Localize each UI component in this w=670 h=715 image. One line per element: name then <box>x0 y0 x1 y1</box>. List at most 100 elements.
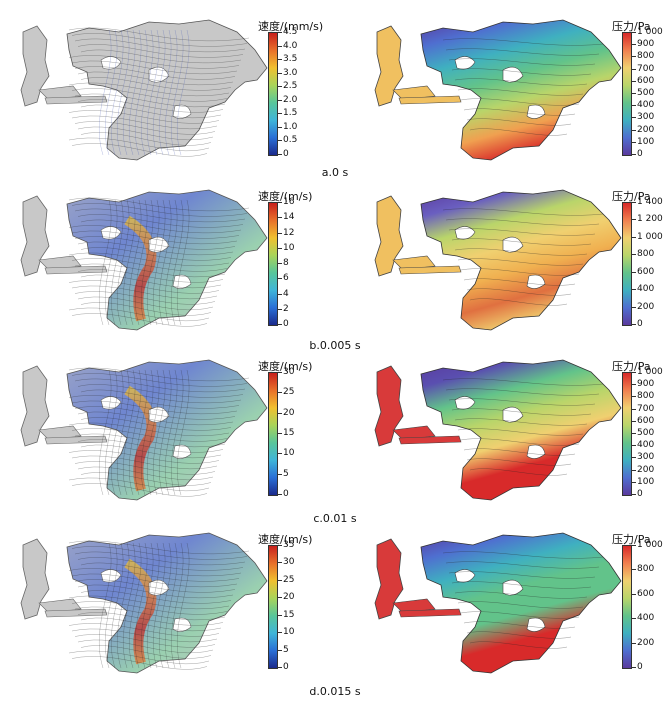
streamline <box>74 579 236 593</box>
streamline <box>74 634 216 648</box>
streamline <box>68 110 220 124</box>
streamline <box>80 104 222 119</box>
streamline <box>129 199 142 326</box>
streamline <box>147 29 160 156</box>
contour-line <box>442 208 604 216</box>
streamline <box>68 252 230 266</box>
streamline <box>74 606 226 621</box>
streamline <box>147 369 160 496</box>
contour-line <box>448 228 596 236</box>
pressure-tick-label: 1 200 <box>632 214 663 225</box>
streamline <box>171 29 184 156</box>
rock-main-body <box>420 19 622 161</box>
streamline <box>68 55 240 69</box>
velocity-tick-label: 12 <box>277 227 295 238</box>
rock-link <box>38 425 82 441</box>
contour-line <box>466 118 572 126</box>
velocity-tick-label: 0 <box>278 662 289 672</box>
rock-hole <box>526 444 546 459</box>
velocity-tick-label: 4 <box>278 288 289 299</box>
streamline <box>80 132 212 146</box>
streamline <box>135 29 148 156</box>
streamline <box>71 203 248 217</box>
pressure-colorbar <box>622 32 632 156</box>
contour-line <box>451 408 592 416</box>
pressure-tick-label: 300 <box>631 112 655 123</box>
streamline <box>80 49 242 63</box>
streamline <box>117 542 130 669</box>
rock-hole <box>148 579 170 596</box>
streamline <box>74 406 236 420</box>
velocity-field-plot <box>20 532 268 674</box>
velocity-colorbar-title: 速度/(mm/s) <box>258 20 324 33</box>
contour-line <box>445 48 600 56</box>
contour-line <box>454 591 588 599</box>
pressure-tick-label: 400 <box>631 100 655 111</box>
pressure-panel <box>362 523 624 683</box>
streamline <box>153 369 166 496</box>
velocity-tick-label: 20 <box>277 407 295 418</box>
rock-link <box>44 95 108 105</box>
streamline <box>71 115 218 130</box>
velocity-colorbar-title: 速度/(m/s) <box>258 190 313 203</box>
velocity-tick-label: 10 <box>277 627 295 638</box>
streamline <box>77 269 224 283</box>
streamline <box>159 369 172 496</box>
streamline <box>177 199 190 326</box>
velocity-panel <box>8 10 270 170</box>
streamline <box>74 461 216 475</box>
velocity-tick-label: 15 <box>277 609 295 620</box>
panel-caption: b.0.005 s <box>309 339 361 352</box>
streamline <box>68 307 210 322</box>
rock-main-body <box>66 189 268 331</box>
velocity-field-plot <box>20 19 268 161</box>
pressure-tick-label: 0 <box>632 489 643 499</box>
rock-link <box>392 598 436 614</box>
contour-line <box>466 288 572 296</box>
streamline <box>129 542 142 669</box>
streamline <box>177 369 190 496</box>
figure-row: 速度/(m/s) 30 25 20 15 10 5 0 压力/Pa 1 000 900 800 700 6… <box>0 350 670 526</box>
velocity-tick-label: 0 <box>278 489 289 499</box>
velocity-tick-label: 14 <box>277 212 295 223</box>
rock-left-slab <box>374 195 404 277</box>
rock-link <box>44 265 108 275</box>
rock-hole <box>100 56 122 70</box>
streamline <box>80 389 242 403</box>
streamline <box>123 29 136 156</box>
rock-hole <box>100 396 122 410</box>
velocity-colorbar <box>268 202 278 326</box>
pressure-tick-label: 800 <box>631 391 655 402</box>
streamline <box>68 395 240 409</box>
contour-line <box>463 108 576 116</box>
streamline <box>71 400 238 414</box>
streamline <box>80 562 242 576</box>
rock-main-body <box>420 189 622 331</box>
streamline <box>77 126 214 141</box>
pressure-colorbar <box>622 372 632 496</box>
streamline <box>111 199 124 326</box>
rock-link <box>44 608 108 618</box>
rock-left-slab <box>20 538 50 620</box>
rock-hole <box>100 569 122 583</box>
contour-line <box>466 631 572 639</box>
contour-line <box>445 561 600 569</box>
streamline <box>71 230 238 244</box>
streamline <box>71 546 248 560</box>
streamline <box>171 369 184 496</box>
pressure-tick-label: 600 <box>631 266 655 277</box>
streamline <box>99 369 112 496</box>
streamline <box>159 29 172 156</box>
contour-line <box>469 468 568 476</box>
pressure-tick-label: 500 <box>631 88 655 98</box>
velocity-tick-label: 0 <box>278 319 289 329</box>
streamline <box>80 417 232 431</box>
streamline <box>141 369 154 496</box>
streamline <box>74 378 246 392</box>
streamline <box>71 483 208 497</box>
streamline <box>177 542 190 669</box>
rock-link <box>392 425 436 441</box>
rock-hole <box>526 617 546 632</box>
rock-hole <box>148 406 170 423</box>
velocity-tick-label: 25 <box>277 574 295 585</box>
